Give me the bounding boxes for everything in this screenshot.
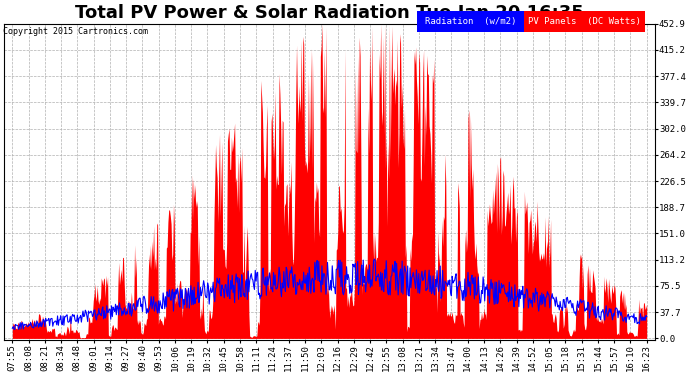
Text: Copyright 2015 Cartronics.com: Copyright 2015 Cartronics.com xyxy=(3,27,148,36)
Title: Total PV Power & Solar Radiation Tue Jan 20 16:35: Total PV Power & Solar Radiation Tue Jan… xyxy=(75,4,584,22)
Text: Radiation  (w/m2): Radiation (w/m2) xyxy=(425,17,517,26)
Text: PV Panels  (DC Watts): PV Panels (DC Watts) xyxy=(529,17,641,26)
